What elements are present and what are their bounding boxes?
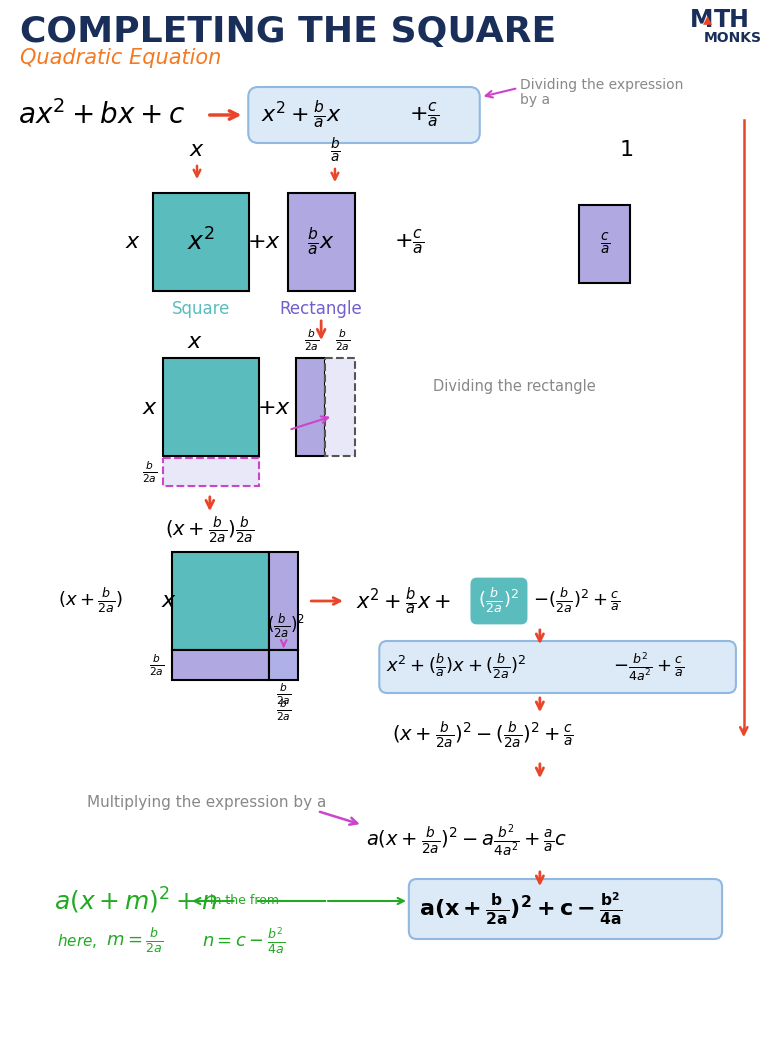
Text: Rectangle: Rectangle	[279, 300, 362, 318]
Text: $x^2$: $x^2$	[187, 229, 215, 255]
FancyBboxPatch shape	[248, 87, 480, 143]
Text: $+ \frac{c}{a}$: $+ \frac{c}{a}$	[394, 228, 424, 256]
Text: $(\frac{b}{2a})^2$: $(\frac{b}{2a})^2$	[478, 587, 519, 615]
Text: $x^2 + \frac{b}{a}x + $: $x^2 + \frac{b}{a}x + $	[355, 585, 450, 616]
Text: $\frac{b}{2a}$: $\frac{b}{2a}$	[303, 328, 319, 353]
Text: $x^2 + (\frac{b}{a})x + (\frac{b}{2a})^2$: $x^2 + (\frac{b}{a})x + (\frac{b}{2a})^2…	[386, 652, 527, 681]
Text: Dividing the rectangle: Dividing the rectangle	[433, 378, 596, 394]
Text: $n = c - \frac{b^2}{4a}$: $n = c - \frac{b^2}{4a}$	[202, 925, 285, 957]
FancyBboxPatch shape	[163, 358, 259, 456]
Text: $x$: $x$	[187, 332, 203, 352]
Text: by a: by a	[520, 93, 550, 107]
FancyBboxPatch shape	[173, 552, 269, 650]
Text: $ax^2 + bx + c$: $ax^2 + bx + c$	[18, 100, 185, 130]
Text: $x$: $x$	[189, 140, 205, 160]
Text: TH: TH	[714, 8, 750, 32]
Text: $\mathbf{a(x + \frac{b}{2a})^2 + c - \frac{b^2}{4a}}$: $\mathbf{a(x + \frac{b}{2a})^2 + c - \fr…	[419, 890, 622, 927]
Text: $a(x + m)^2 + n$: $a(x + m)^2 + n$	[54, 886, 217, 916]
Text: MONKS: MONKS	[704, 32, 762, 45]
Text: $m = \frac{b}{2a}$: $m = \frac{b}{2a}$	[106, 926, 164, 956]
Text: $+ x$: $+ x$	[257, 398, 291, 418]
Text: $(x + \frac{b}{2a})\frac{b}{2a}$: $(x + \frac{b}{2a})\frac{b}{2a}$	[165, 514, 255, 546]
FancyBboxPatch shape	[288, 193, 354, 291]
Text: $\frac{b}{2a}$: $\frac{b}{2a}$	[149, 652, 164, 678]
Text: M: M	[690, 8, 713, 32]
Text: $\frac{b}{a}$: $\frac{b}{a}$	[330, 135, 341, 165]
Text: Dividing the expression: Dividing the expression	[520, 78, 683, 92]
Text: $x^2 + \frac{b}{a}x$: $x^2 + \frac{b}{a}x$	[261, 99, 341, 131]
Text: Multiplying the expression by a: Multiplying the expression by a	[87, 796, 326, 811]
FancyBboxPatch shape	[296, 358, 325, 456]
Text: $here,$: $here,$	[57, 932, 98, 950]
Text: $+ x$: $+ x$	[247, 232, 281, 252]
FancyBboxPatch shape	[269, 552, 299, 650]
FancyBboxPatch shape	[163, 458, 259, 486]
FancyBboxPatch shape	[409, 879, 722, 939]
Text: $\frac{b}{2a}$: $\frac{b}{2a}$	[142, 459, 157, 485]
Text: $- \frac{b^2}{4a^2} + \frac{c}{a}$: $- \frac{b^2}{4a^2} + \frac{c}{a}$	[613, 650, 684, 684]
Text: $a(x + \frac{b}{2a})^2 - a\frac{b^2}{4a^2} + \frac{a}{a}c$: $a(x + \frac{b}{2a})^2 - a\frac{b^2}{4a^…	[366, 822, 567, 860]
FancyBboxPatch shape	[152, 193, 249, 291]
Text: in the from: in the from	[210, 895, 279, 907]
Text: $\frac{b}{2a}$: $\frac{b}{2a}$	[276, 697, 291, 722]
Text: $1$: $1$	[618, 140, 632, 160]
FancyBboxPatch shape	[379, 640, 736, 693]
Text: Square: Square	[172, 300, 230, 318]
Text: $(x + \frac{b}{2a})^2 - (\frac{b}{2a})^2 + \frac{c}{a}$: $(x + \frac{b}{2a})^2 - (\frac{b}{2a})^2…	[392, 719, 574, 751]
FancyBboxPatch shape	[579, 205, 631, 284]
FancyBboxPatch shape	[325, 358, 354, 456]
Text: COMPLETING THE SQUARE: COMPLETING THE SQUARE	[19, 15, 556, 49]
Text: $\frac{b}{2a}$: $\frac{b}{2a}$	[335, 328, 351, 353]
Text: $(\frac{b}{2a})^2$: $(\frac{b}{2a})^2$	[267, 612, 305, 640]
Text: $\frac{b}{2a}$: $\frac{b}{2a}$	[276, 681, 291, 707]
FancyBboxPatch shape	[269, 650, 299, 680]
Text: $x$: $x$	[142, 398, 158, 418]
Text: $+ \frac{c}{a}$: $+ \frac{c}{a}$	[409, 101, 439, 129]
Text: $x$: $x$	[160, 591, 176, 611]
Text: $- (\frac{b}{2a})^2 + \frac{c}{a}$: $- (\frac{b}{2a})^2 + \frac{c}{a}$	[533, 587, 621, 615]
FancyBboxPatch shape	[173, 650, 269, 680]
Text: Quadratic Equation: Quadratic Equation	[19, 48, 221, 68]
Text: $\frac{c}{a}$: $\frac{c}{a}$	[600, 231, 610, 257]
FancyBboxPatch shape	[472, 579, 526, 623]
Text: $\mathbf{\blacktriangle}$: $\mathbf{\blacktriangle}$	[703, 10, 714, 29]
Text: $x$: $x$	[125, 232, 141, 252]
Text: $(x + \frac{b}{2a})$: $(x + \frac{b}{2a})$	[58, 587, 123, 615]
Text: $\frac{b}{a}x$: $\frac{b}{a}x$	[307, 226, 335, 258]
